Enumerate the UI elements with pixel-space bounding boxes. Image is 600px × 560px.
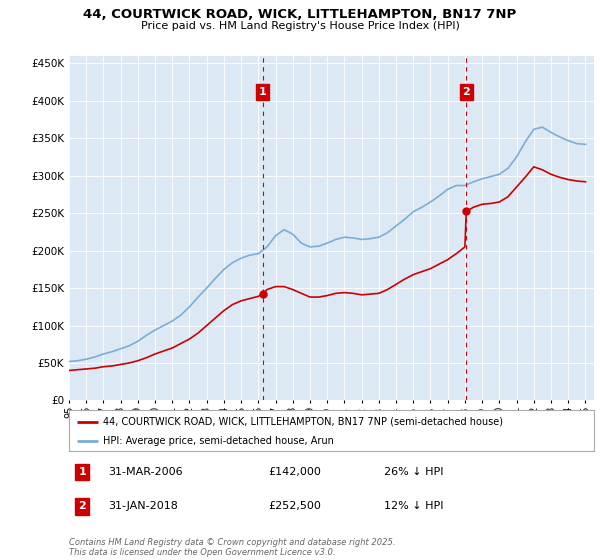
Text: 31-JAN-2018: 31-JAN-2018: [109, 501, 178, 511]
Text: 44, COURTWICK ROAD, WICK, LITTLEHAMPTON, BN17 7NP: 44, COURTWICK ROAD, WICK, LITTLEHAMPTON,…: [83, 8, 517, 21]
Text: Price paid vs. HM Land Registry's House Price Index (HPI): Price paid vs. HM Land Registry's House …: [140, 21, 460, 31]
Text: 26% ↓ HPI: 26% ↓ HPI: [384, 467, 443, 477]
Text: Contains HM Land Registry data © Crown copyright and database right 2025.
This d: Contains HM Land Registry data © Crown c…: [69, 538, 395, 557]
Text: 1: 1: [259, 87, 266, 97]
Text: HPI: Average price, semi-detached house, Arun: HPI: Average price, semi-detached house,…: [103, 436, 334, 446]
Text: 2: 2: [78, 501, 86, 511]
Text: £142,000: £142,000: [269, 467, 322, 477]
Text: 31-MAR-2006: 31-MAR-2006: [109, 467, 183, 477]
Text: 12% ↓ HPI: 12% ↓ HPI: [384, 501, 443, 511]
Text: £252,500: £252,500: [269, 501, 322, 511]
Text: 1: 1: [78, 467, 86, 477]
Text: 44, COURTWICK ROAD, WICK, LITTLEHAMPTON, BN17 7NP (semi-detached house): 44, COURTWICK ROAD, WICK, LITTLEHAMPTON,…: [103, 417, 503, 427]
Text: 2: 2: [463, 87, 470, 97]
